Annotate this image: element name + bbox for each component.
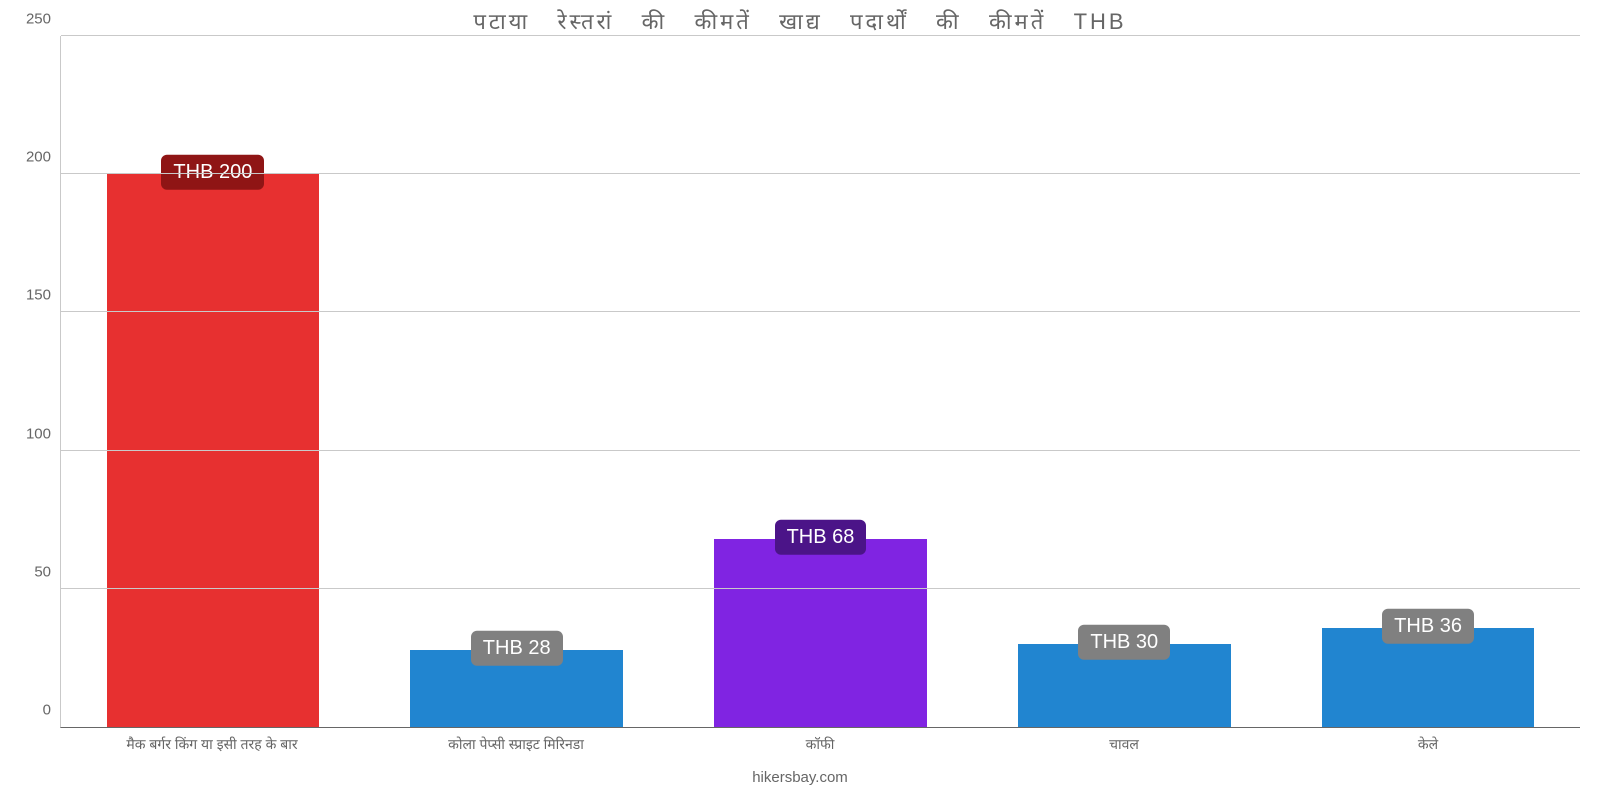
value-badge: THB 68	[775, 520, 867, 555]
price-chart: पटाया रेस्तरां की कीमतें खाद्य पदार्थों …	[0, 0, 1600, 800]
y-tick-label: 100	[26, 425, 51, 442]
gridline	[61, 311, 1580, 312]
bar: THB 30	[1018, 644, 1231, 727]
x-tick-label: चावल	[972, 735, 1276, 754]
x-tick-label: कॉफी	[668, 735, 972, 754]
bar: THB 68	[714, 539, 927, 727]
x-axis-labels: मैक बर्गर किंग या इसी तरह के बारकोला पेप…	[60, 735, 1580, 754]
gridline	[61, 35, 1580, 36]
bar: THB 36	[1322, 628, 1535, 728]
bar: THB 28	[410, 650, 623, 727]
bar-slot: THB 30	[972, 36, 1276, 727]
bar-slot: THB 68	[669, 36, 973, 727]
y-tick-label: 200	[26, 149, 51, 166]
value-badge: THB 28	[471, 630, 563, 665]
bar-slot: THB 200	[61, 36, 365, 727]
x-tick-label: केले	[1276, 735, 1580, 754]
gridline	[61, 450, 1580, 451]
attribution: hikersbay.com	[0, 769, 1600, 786]
value-badge: THB 30	[1078, 625, 1170, 660]
value-badge: THB 36	[1382, 608, 1474, 643]
bar-slot: THB 28	[365, 36, 669, 727]
bars-container: THB 200 THB 28 THB 68 THB 30 THB 36	[61, 36, 1580, 727]
chart-title: पटाया रेस्तरां की कीमतें खाद्य पदार्थों …	[0, 0, 1600, 36]
y-tick-label: 50	[34, 563, 51, 580]
plot-area: THB 200THB 28THB 68THB 30THB 36 05010015…	[60, 36, 1580, 728]
y-tick-label: 150	[26, 287, 51, 304]
gridline	[61, 173, 1580, 174]
y-tick-label: 250	[26, 11, 51, 28]
x-tick-label: कोला पेप्सी स्प्राइट मिरिनडा	[364, 735, 668, 754]
y-tick-label: 0	[43, 702, 51, 719]
bar-slot: THB 36	[1276, 36, 1580, 727]
x-tick-label: मैक बर्गर किंग या इसी तरह के बार	[60, 735, 364, 754]
gridline	[61, 588, 1580, 589]
